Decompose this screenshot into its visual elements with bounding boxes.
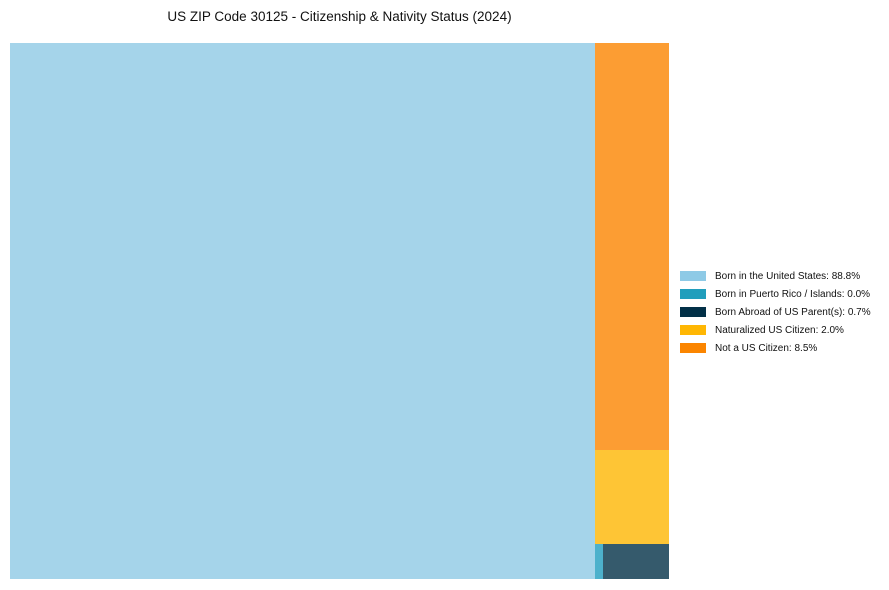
legend-label: Not a US Citizen: 8.5% xyxy=(715,342,818,354)
legend-swatch xyxy=(680,271,706,281)
legend-item-born-abroad: Born Abroad of US Parent(s): 0.7% xyxy=(680,303,871,321)
legend-swatch xyxy=(680,343,706,353)
legend-label: Born in Puerto Rico / Islands: 0.0% xyxy=(715,288,871,300)
legend-label: Born Abroad of US Parent(s): 0.7% xyxy=(715,306,871,318)
legend-item-not-citizen: Not a US Citizen: 8.5% xyxy=(680,339,871,357)
legend: Born in the United States: 88.8% Born in… xyxy=(680,267,871,357)
legend-swatch xyxy=(680,307,706,317)
legend-item-born-us: Born in the United States: 88.8% xyxy=(680,267,871,285)
treemap-tile-not-a-us-citizen xyxy=(595,43,669,450)
legend-label: Born in the United States: 88.8% xyxy=(715,270,861,282)
treemap-tile-born-abroad-of-us-parent-s xyxy=(603,544,669,579)
legend-item-born-pr: Born in Puerto Rico / Islands: 0.0% xyxy=(680,285,871,303)
legend-swatch xyxy=(680,325,706,335)
legend-label: Naturalized US Citizen: 2.0% xyxy=(715,324,844,336)
legend-item-naturalized: Naturalized US Citizen: 2.0% xyxy=(680,321,871,339)
treemap-tile-born-in-the-united-states xyxy=(10,43,595,579)
treemap-tile-born-in-puerto-rico-islands xyxy=(595,544,603,579)
treemap-tile-naturalized-us-citizen xyxy=(595,450,669,544)
chart-title: US ZIP Code 30125 - Citizenship & Nativi… xyxy=(167,9,512,24)
legend-swatch xyxy=(680,289,706,299)
